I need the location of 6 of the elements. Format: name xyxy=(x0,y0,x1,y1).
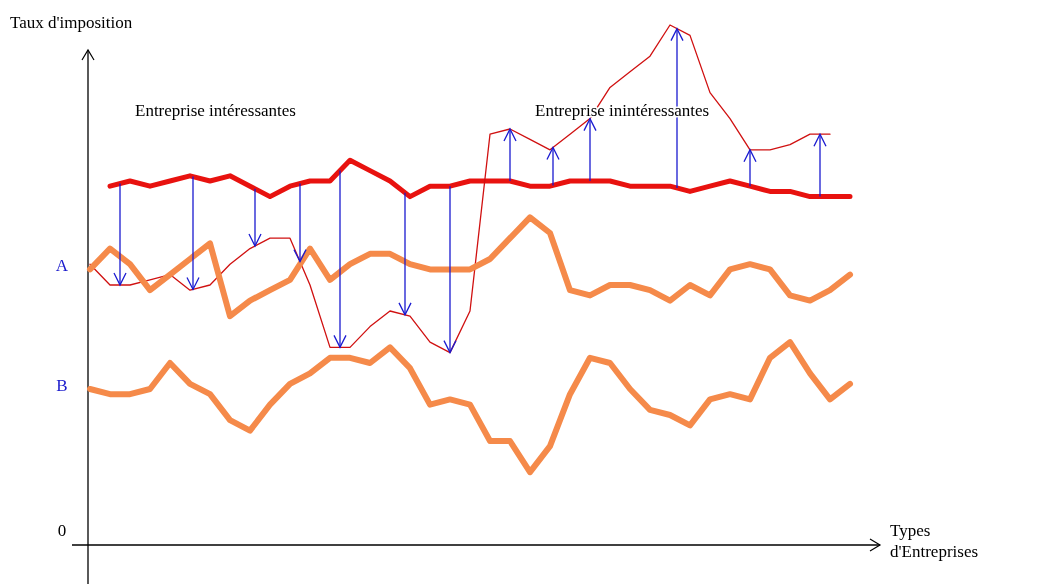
text: 0 xyxy=(57,521,67,540)
text: B xyxy=(56,376,68,395)
x-axis-title: Types d'Entreprises xyxy=(890,521,979,561)
y-axis-title: Taux d'imposition xyxy=(10,13,133,32)
annotation: Entreprise intéressantes xyxy=(135,101,296,120)
text: A xyxy=(55,256,69,275)
